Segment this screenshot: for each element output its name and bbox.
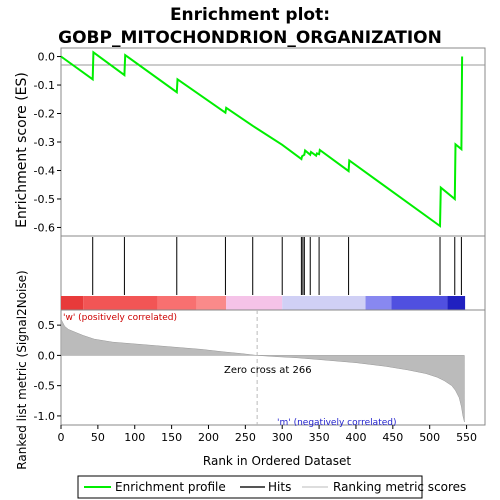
color-bar-segment [365,296,392,310]
es-y-tick-label: -0.5 [34,193,55,206]
legend: Enrichment profile Hits Ranking metric s… [77,475,466,499]
x-tick-label: 400 [345,431,366,444]
color-bar-segment [391,296,448,310]
x-tick-label: 450 [382,431,403,444]
metric-y-axis-label: Ranked list metric (Signal2Noise) [15,270,29,469]
es-y-tick-label: -0.4 [34,164,55,177]
x-tick-label: 550 [456,431,477,444]
color-bar-segment [447,296,466,310]
color-bar-segment [157,296,197,310]
enrichment-profile-line [60,50,464,228]
x-tick-label: 150 [161,431,182,444]
hits-panel [92,237,462,295]
x-tick-label: 50 [91,431,105,444]
legend-ranking-metric-label: Ranking metric scores [333,480,466,494]
x-axis-label: Rank in Ordered Dataset [203,454,351,468]
es-y-ticks: 0.0 -0.1 -0.2 -0.3 -0.4 -0.5 -0.6 [34,51,61,234]
positive-correlation-label: 'w' (positively correlated) [63,313,177,323]
legend-hits-label: Hits [268,480,291,494]
chart-title-line1: Enrichment plot: [170,5,330,25]
x-tick-label: 0 [58,431,65,444]
color-bar-segment [282,296,366,310]
legend-enrichment-profile-label: Enrichment profile [115,480,226,494]
es-y-tick-label: -0.6 [34,221,55,234]
es-y-axis-label: Enrichment score (ES) [14,72,30,228]
color-bar-segment [196,296,227,310]
x-tick-label: 250 [235,431,256,444]
x-axis: 0 50 100 150 200 250 300 350 400 450 500 550 [58,425,477,444]
color-bar-segment [226,296,283,310]
negative-correlation-label: 'm' (negatively correlated) [277,418,396,428]
es-y-tick-label: 0.0 [38,51,56,64]
metric-panel: 0.5 0.0 -0.5 -1.0 'w' (positively correlate… [15,270,465,470]
metric-y-tick-label: 0.5 [38,319,56,332]
color-bar-segment [61,296,84,310]
x-tick-label: 300 [272,431,293,444]
x-tick-label: 200 [198,431,219,444]
metric-y-tick-label: -0.5 [34,380,55,393]
es-y-tick-label: -0.2 [34,108,55,121]
ranking-metric-area [60,318,465,423]
metric-y-tick-label: -1.0 [34,410,55,423]
metric-y-tick-label: 0.0 [38,349,56,362]
ranked-list-color-bar [61,296,466,310]
chart-title-line2: GOBP_MITOCHONDRION_ORGANIZATION [58,28,442,48]
x-tick-label: 350 [309,431,330,444]
color-bar-segment [83,296,158,310]
zero-cross-label: Zero cross at 266 [224,365,312,376]
x-tick-label: 500 [419,431,440,444]
es-y-tick-label: -0.1 [34,79,55,92]
metric-y-ticks: 0.5 0.0 -0.5 -1.0 [34,319,61,423]
es-panel: 0.0 -0.1 -0.2 -0.3 -0.4 -0.5 -0.6 Enrichment s… [14,50,485,237]
x-tick-label: 100 [124,431,145,444]
es-y-tick-label: -0.3 [34,136,55,149]
